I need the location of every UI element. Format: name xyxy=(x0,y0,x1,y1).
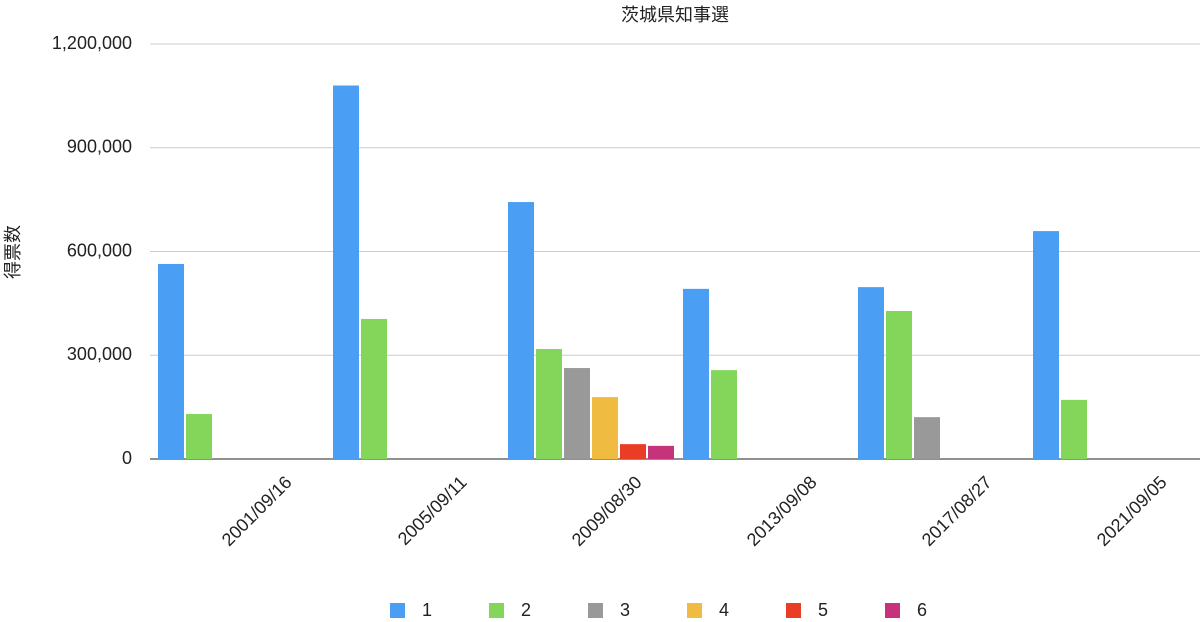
chart-title: 茨城県知事選 xyxy=(621,5,729,25)
y-tick-label: 600,000 xyxy=(67,240,132,260)
x-tick-label: 2009/08/30 xyxy=(568,472,646,550)
bar xyxy=(158,263,184,459)
bar xyxy=(683,288,709,459)
bar xyxy=(1033,231,1059,459)
legend-label: 2 xyxy=(521,600,531,620)
legend-label: 6 xyxy=(917,600,927,620)
x-tick-label: 2005/09/11 xyxy=(394,472,471,549)
legend-swatch xyxy=(489,603,504,618)
bar xyxy=(886,310,912,459)
y-tick-label: 1,200,000 xyxy=(52,33,132,53)
legend-label: 3 xyxy=(620,600,630,620)
legend-swatch xyxy=(588,603,603,618)
x-tick-label: 2017/08/27 xyxy=(918,472,996,550)
bar xyxy=(508,202,534,459)
y-tick-label: 300,000 xyxy=(67,344,132,364)
bar xyxy=(564,368,590,459)
bar xyxy=(648,445,674,459)
y-tick-label: 900,000 xyxy=(67,137,132,157)
bar xyxy=(333,85,359,459)
legend-swatch xyxy=(885,603,900,618)
bar xyxy=(361,318,387,459)
y-axis-label: 得票数 xyxy=(3,225,23,279)
bar xyxy=(536,349,562,459)
bar xyxy=(620,444,646,459)
legend-label: 5 xyxy=(818,600,828,620)
bar xyxy=(592,397,618,459)
x-tick-label: 2013/09/08 xyxy=(743,472,821,550)
x-tick-label: 2021/09/05 xyxy=(1093,472,1171,550)
bar xyxy=(914,417,940,459)
bar xyxy=(858,287,884,459)
legend-swatch xyxy=(687,603,702,618)
legend-label: 4 xyxy=(719,600,729,620)
y-tick-label: 0 xyxy=(122,448,132,468)
x-tick-label: 2001/09/16 xyxy=(218,472,296,550)
bar xyxy=(186,414,212,459)
bar xyxy=(1061,399,1087,459)
bar xyxy=(711,370,737,459)
legend-swatch xyxy=(786,603,801,618)
legend-label: 1 xyxy=(422,600,432,620)
legend-swatch xyxy=(390,603,405,618)
